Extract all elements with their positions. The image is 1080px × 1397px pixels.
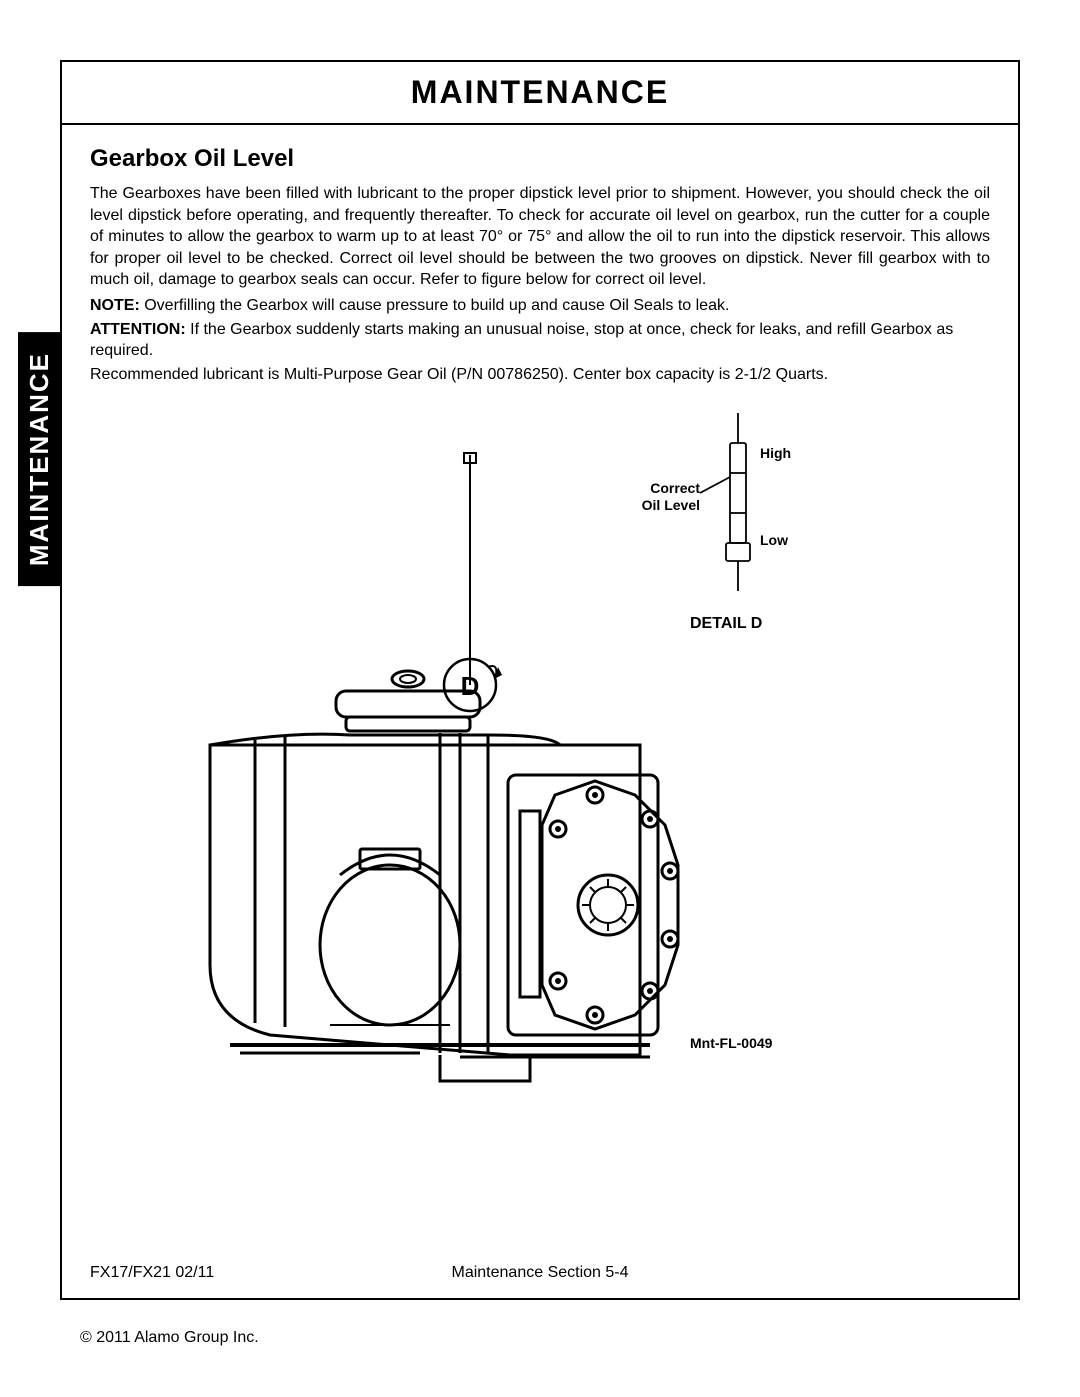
attention-line: ATTENTION: If the Gearbox suddenly start… [90,319,990,362]
note-text: Overfilling the Gearbox will cause press… [140,297,730,314]
label-correct: Correct Oil Level [620,480,700,514]
label-detail-d: DETAIL D [690,615,762,633]
side-tab: MAINTENANCE [18,332,61,586]
gearbox-diagram-svg: D [90,405,990,1105]
section-subtitle: Gearbox Oil Level [90,145,990,173]
body-paragraph: The Gearboxes have been filled with lubr… [90,183,990,291]
label-low: Low [760,532,788,548]
svg-text:D: D [461,671,480,701]
page-frame: MAINTENANCE MAINTENANCE Gearbox Oil Leve… [60,60,1020,1300]
label-correct-2: Oil Level [642,497,700,513]
note-line: NOTE: Overfilling the Gearbox will cause… [90,295,990,317]
diagram-area: High Low Correct Oil Level DETAIL D Mnt-… [90,405,990,1105]
footer-row: FX17/FX21 02/11 Maintenance Section 5-4 [90,1264,990,1282]
figure-id: Mnt-FL-0049 [690,1035,772,1051]
footer-center: Maintenance Section 5-4 [90,1264,990,1282]
title-box: MAINTENANCE [62,62,1018,125]
label-correct-1: Correct [650,480,700,496]
copyright-line: © 2011 Alamo Group Inc. [80,1329,259,1347]
page-title: MAINTENANCE [62,74,1018,111]
label-high: High [760,445,791,461]
content-area: Gearbox Oil Level The Gearboxes have bee… [62,125,1018,1121]
recommendation-line: Recommended lubricant is Multi-Purpose G… [90,364,990,386]
attention-label: ATTENTION: [90,321,186,338]
attention-text: If the Gearbox suddenly starts making an… [90,321,953,360]
note-label: NOTE: [90,297,140,314]
